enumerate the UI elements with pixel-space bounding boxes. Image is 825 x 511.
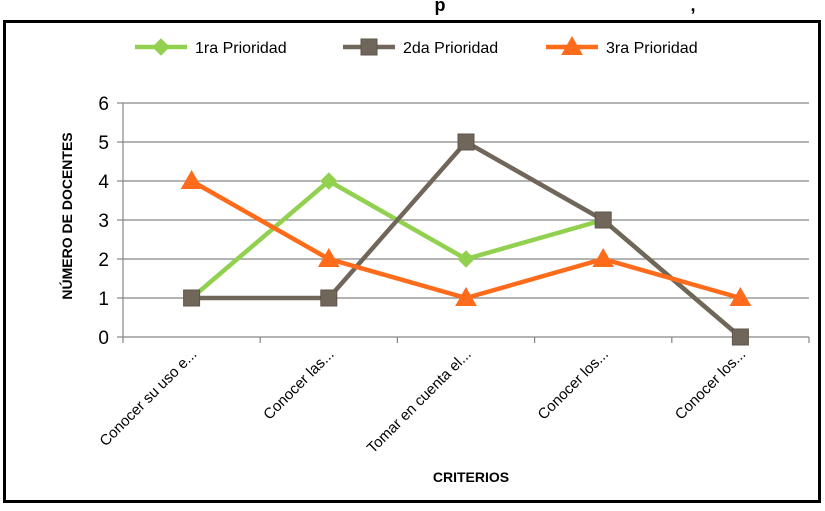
legend-label: 3ra Prioridad <box>606 40 698 57</box>
y-tick-label: 2 <box>98 250 109 271</box>
data-point <box>592 247 615 267</box>
data-point <box>183 289 201 307</box>
data-point <box>731 328 749 346</box>
y-axis-label: NÚMERO DE DOCENTES <box>58 132 75 299</box>
chart-title-fragment: p <box>435 0 446 15</box>
chart-title-fragment-right: , <box>690 0 695 15</box>
data-point <box>317 247 340 267</box>
legend-item: 2da Prioridad <box>343 38 498 57</box>
data-point <box>320 172 338 190</box>
data-point <box>457 133 475 151</box>
legend-marker <box>561 35 583 55</box>
y-tick-label: 0 <box>98 328 109 349</box>
y-tick-label: 5 <box>98 133 109 154</box>
data-point <box>180 169 203 189</box>
y-tick-label: 4 <box>98 172 109 193</box>
data-point <box>457 250 475 268</box>
series-3 <box>180 169 752 306</box>
legend: 1ra Prioridad 2da Prioridad 3ra Prioridad <box>135 35 698 57</box>
legend-label: 1ra Prioridad <box>195 40 287 57</box>
y-tick-label: 6 <box>98 94 109 115</box>
axes <box>117 102 810 343</box>
legend-item: 1ra Prioridad <box>135 38 287 57</box>
legend-item: 3ra Prioridad <box>546 35 698 57</box>
data-point <box>455 286 477 306</box>
y-tick-labels: 0 1 2 3 4 5 6 <box>98 94 109 349</box>
data-point <box>320 289 338 307</box>
legend-marker <box>360 38 378 56</box>
series-2 <box>183 133 749 346</box>
y-tick-label: 3 <box>98 211 109 232</box>
data-point <box>594 211 612 229</box>
chart-border <box>3 20 821 503</box>
legend-label: 2da Prioridad <box>403 40 498 57</box>
data-point <box>729 286 752 306</box>
x-axis-label: CRITERIOS <box>433 469 509 485</box>
legend-marker <box>152 38 170 56</box>
series-lines <box>180 133 752 346</box>
y-tick-label: 1 <box>98 289 109 310</box>
